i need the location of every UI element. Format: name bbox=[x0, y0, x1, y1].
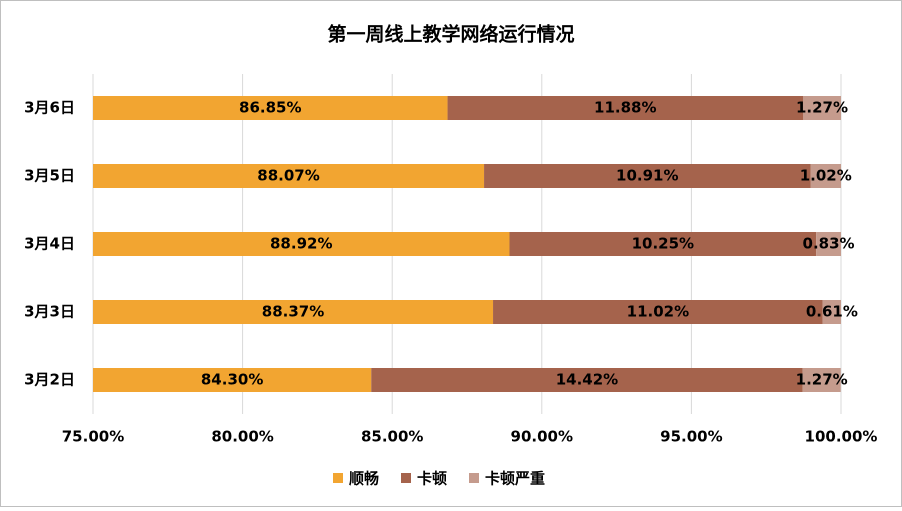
bar-segment bbox=[810, 164, 841, 188]
data-label: 10.25% bbox=[632, 235, 694, 253]
x-tick-label: 80.00% bbox=[211, 428, 273, 446]
x-tick-label: 75.00% bbox=[62, 428, 124, 446]
data-label: 88.07% bbox=[257, 167, 319, 185]
chart-title: 第一周线上教学网络运行情况 bbox=[327, 23, 574, 46]
legend-label: 卡顿 bbox=[417, 470, 447, 488]
data-label: 1.27% bbox=[796, 99, 848, 117]
bar-segment bbox=[803, 96, 841, 120]
data-label: 88.37% bbox=[262, 303, 324, 321]
bar-segment bbox=[802, 368, 841, 392]
x-tick-label: 100.00% bbox=[805, 428, 878, 446]
y-tick-label: 3月2日 bbox=[24, 371, 75, 389]
data-label: 84.30% bbox=[201, 371, 263, 389]
y-tick-label: 3月4日 bbox=[24, 235, 75, 253]
legend-swatch bbox=[333, 473, 343, 483]
bar-segment bbox=[822, 300, 841, 324]
bar-segment bbox=[93, 96, 448, 120]
y-tick-label: 3月6日 bbox=[24, 99, 75, 117]
bar-segment bbox=[93, 300, 494, 324]
bar-segment bbox=[371, 368, 803, 392]
legend-swatch bbox=[469, 473, 479, 483]
bar-segment bbox=[93, 232, 510, 256]
data-label: 11.88% bbox=[594, 99, 656, 117]
data-label: 1.02% bbox=[800, 167, 852, 185]
bar-segment bbox=[93, 368, 372, 392]
legend-label: 顺畅 bbox=[349, 470, 379, 488]
bar-segment bbox=[93, 164, 485, 188]
data-label: 11.02% bbox=[627, 303, 689, 321]
data-label: 0.83% bbox=[803, 235, 855, 253]
data-label: 0.61% bbox=[806, 303, 858, 321]
data-label: 10.91% bbox=[616, 167, 678, 185]
legend-label: 卡顿严重 bbox=[485, 470, 545, 488]
x-tick-label: 95.00% bbox=[660, 428, 722, 446]
data-label: 1.27% bbox=[796, 371, 848, 389]
data-label: 86.85% bbox=[239, 99, 301, 117]
y-tick-label: 3月3日 bbox=[24, 303, 75, 321]
bar-segment bbox=[816, 232, 841, 256]
data-label: 14.42% bbox=[556, 371, 618, 389]
x-tick-label: 85.00% bbox=[361, 428, 423, 446]
y-tick-label: 3月5日 bbox=[24, 167, 75, 185]
data-label: 88.92% bbox=[270, 235, 332, 253]
legend-swatch bbox=[401, 473, 411, 483]
bar-segment bbox=[509, 232, 817, 256]
bar-segment bbox=[447, 96, 804, 120]
x-tick-label: 90.00% bbox=[511, 428, 573, 446]
bar-segment bbox=[484, 164, 811, 188]
bar-segment bbox=[493, 300, 823, 324]
